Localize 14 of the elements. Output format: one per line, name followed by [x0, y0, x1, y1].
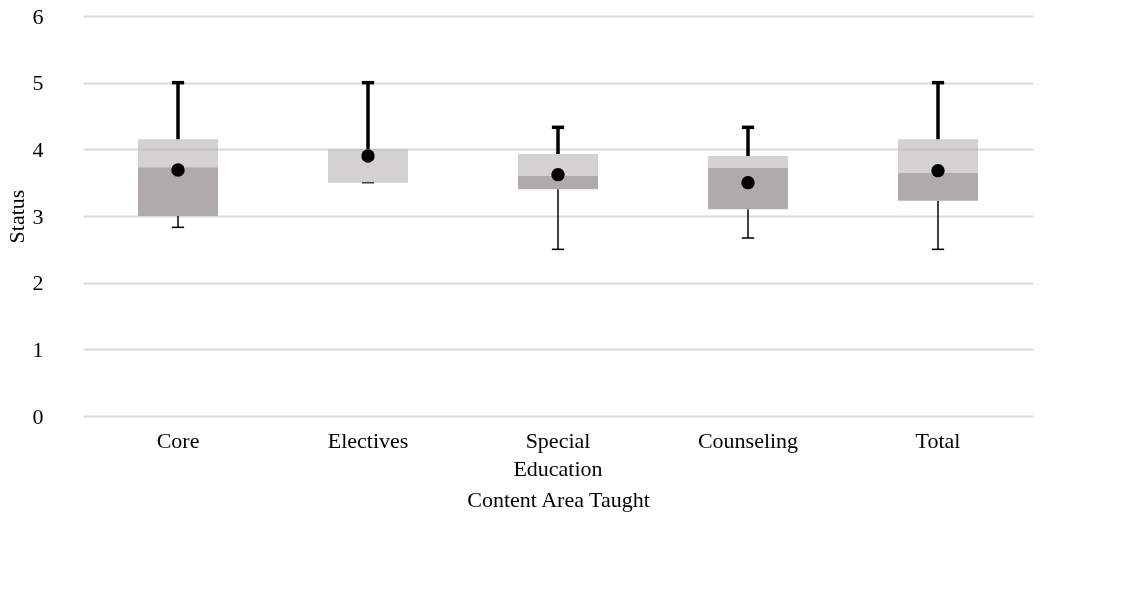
y-tick-label: 2: [32, 270, 44, 296]
y-tick-label: 4: [32, 136, 44, 162]
y-tick-label: 5: [32, 70, 44, 96]
x-tick-label: Special Education: [513, 427, 603, 481]
x-tick-label: Core: [156, 427, 200, 453]
y-tick-label: 6: [32, 3, 44, 29]
y-tick-label: 1: [32, 336, 44, 362]
x-tick-label: Electives: [327, 427, 409, 453]
y-axis-title: Status: [3, 189, 29, 244]
y-tick-label: 3: [32, 203, 44, 229]
y-tick-label: 0: [32, 403, 44, 429]
x-tick-label: Total: [915, 427, 961, 453]
x-tick-label: Counseling: [697, 427, 799, 453]
x-axis-title: Content Area Taught: [467, 486, 650, 512]
